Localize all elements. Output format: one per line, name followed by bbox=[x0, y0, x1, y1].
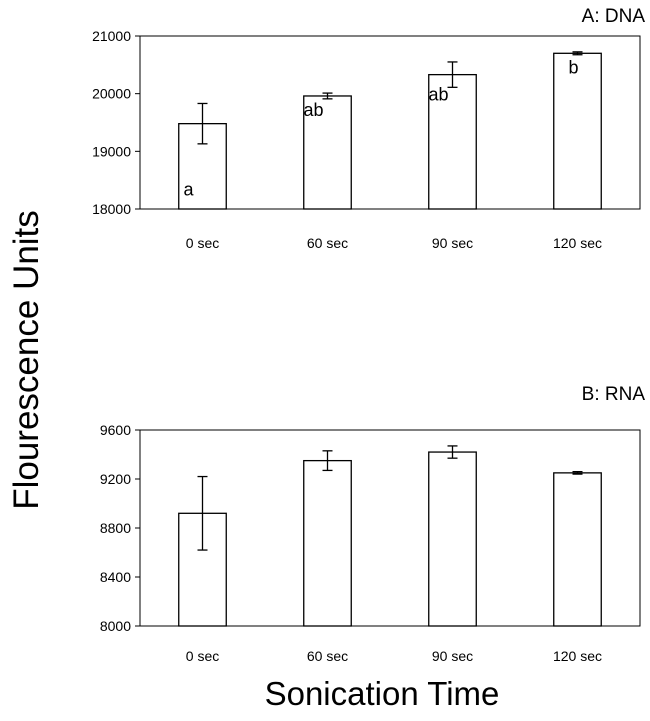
category-label: 120 sec bbox=[553, 235, 602, 251]
category-label: 120 sec bbox=[553, 648, 602, 664]
category-label: 0 sec bbox=[186, 648, 219, 664]
category-label: 90 sec bbox=[432, 235, 473, 251]
panel-title: B: RNA bbox=[582, 384, 646, 405]
bar bbox=[553, 52, 602, 210]
y-tick-label: 20000 bbox=[92, 86, 131, 102]
y-axis-label: Flourescence Units bbox=[7, 210, 46, 510]
significance-label: b bbox=[568, 57, 578, 77]
y-tick-label: 21000 bbox=[92, 28, 131, 44]
category-label: 60 sec bbox=[307, 648, 348, 664]
panel-dna: A: DNA 18000 19000 20000 21000 a 0 sec ab 60 se… bbox=[92, 6, 645, 251]
bar bbox=[303, 459, 352, 627]
y-tick-label: 9200 bbox=[100, 471, 131, 487]
x-axis-label: Sonication Time bbox=[265, 675, 500, 712]
significance-label: ab bbox=[303, 100, 323, 120]
bar bbox=[428, 451, 477, 627]
bar bbox=[553, 472, 602, 627]
y-tick-label: 9600 bbox=[100, 422, 131, 438]
category-label: 0 sec bbox=[186, 235, 219, 251]
significance-label: ab bbox=[428, 85, 448, 105]
y-tick-label: 8400 bbox=[100, 569, 131, 585]
y-tick-label: 19000 bbox=[92, 143, 131, 159]
panel-title: A: DNA bbox=[582, 6, 646, 27]
plot-frame bbox=[139, 35, 641, 210]
significance-label: a bbox=[183, 180, 194, 200]
category-label: 60 sec bbox=[307, 235, 348, 251]
category-label: 90 sec bbox=[432, 648, 473, 664]
bar bbox=[428, 73, 477, 210]
panel-rna: B: RNA 8000 8400 8800 9200 9600 0 sec 60 sec 90… bbox=[100, 384, 645, 664]
y-tick-label: 8000 bbox=[100, 618, 131, 634]
y-tick-label: 18000 bbox=[92, 201, 131, 217]
y-tick-label: 8800 bbox=[100, 520, 131, 536]
